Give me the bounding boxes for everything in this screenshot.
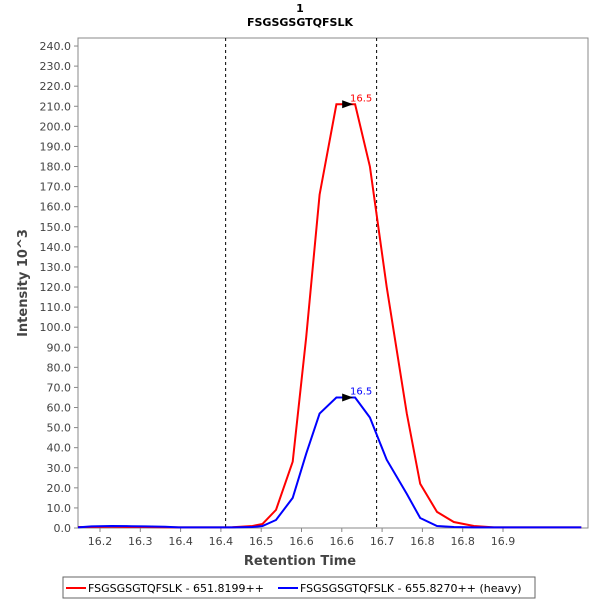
y-tick-label: 200.0 bbox=[40, 120, 72, 133]
x-tick-label: 16.8 bbox=[450, 535, 475, 548]
y-tick-label: 110.0 bbox=[40, 301, 72, 314]
peak-arrow-icon bbox=[342, 100, 354, 109]
y-tick-label: 170.0 bbox=[40, 181, 72, 194]
y-tick-label: 160.0 bbox=[40, 201, 72, 214]
y-tick-label: 50.0 bbox=[47, 422, 72, 435]
y-tick-label: 30.0 bbox=[47, 462, 72, 475]
x-tick-label: 16.5 bbox=[249, 535, 274, 548]
x-tick-label: 16.3 bbox=[128, 535, 153, 548]
legend-item-light: FSGSGSGTQFSLK - 651.8199++ bbox=[88, 582, 264, 595]
legend bbox=[62, 576, 536, 599]
y-tick-label: 240.0 bbox=[40, 40, 72, 53]
y-tick-label: 70.0 bbox=[47, 381, 72, 394]
x-axis-label: Retention Time bbox=[244, 554, 356, 569]
y-tick-label: 40.0 bbox=[47, 442, 72, 455]
peak-label: 16.5 bbox=[350, 386, 372, 397]
x-tick-label: 16.6 bbox=[289, 535, 314, 548]
y-tick-label: 120.0 bbox=[40, 281, 72, 294]
y-axis-label: Intensity 10^3 bbox=[16, 229, 31, 337]
y-tick-label: 80.0 bbox=[47, 361, 72, 374]
x-axis: 16.2 16.3 16.4 16.4 16.5 16.6 16.6 16.7 16.8 16.8… bbox=[88, 528, 516, 548]
x-tick-label: 16.6 bbox=[330, 535, 355, 548]
y-tick-label: 10.0 bbox=[47, 502, 72, 515]
peak-label: 16.5 bbox=[350, 93, 372, 104]
x-tick-label: 16.9 bbox=[491, 535, 516, 548]
y-tick-label: 150.0 bbox=[40, 221, 72, 234]
y-tick-label: 140.0 bbox=[40, 241, 72, 254]
y-tick-label: 60.0 bbox=[47, 402, 72, 415]
chart-subtitle: FSGSGSGTQFSLK bbox=[247, 16, 353, 29]
x-tick-label: 16.8 bbox=[410, 535, 435, 548]
y-tick-label: 220.0 bbox=[40, 80, 72, 93]
plot-area bbox=[77, 37, 589, 529]
y-tick-label: 230.0 bbox=[40, 60, 72, 73]
y-tick-label: 130.0 bbox=[40, 261, 72, 274]
y-tick-label: 0.0 bbox=[54, 522, 72, 535]
peak-arrow-icon bbox=[342, 393, 354, 402]
chart-title: 1 bbox=[296, 2, 304, 15]
y-tick-label: 20.0 bbox=[47, 482, 72, 495]
y-tick-label: 190.0 bbox=[40, 140, 72, 153]
x-tick-label: 16.2 bbox=[88, 535, 113, 548]
series-line-heavy bbox=[77, 396, 582, 529]
y-axis: 0.0 10.0 20.0 30.0 40.0 50.0 60.0 70.0 80.0 90.0 1… bbox=[40, 40, 78, 535]
y-tick-label: 100.0 bbox=[40, 321, 72, 334]
peak-annotations: 16.5 16.5 bbox=[342, 93, 372, 402]
x-tick-label: 16.4 bbox=[168, 535, 193, 548]
integration-boundaries bbox=[225, 38, 378, 528]
y-tick-label: 90.0 bbox=[47, 341, 72, 354]
y-tick-label: 210.0 bbox=[40, 100, 72, 113]
x-tick-label: 16.7 bbox=[370, 535, 395, 548]
y-tick-label: 180.0 bbox=[40, 161, 72, 174]
legend-item-heavy: FSGSGSGTQFSLK - 655.8270++ (heavy) bbox=[300, 582, 522, 595]
series-lines bbox=[77, 103, 582, 529]
x-tick-label: 16.4 bbox=[209, 535, 234, 548]
